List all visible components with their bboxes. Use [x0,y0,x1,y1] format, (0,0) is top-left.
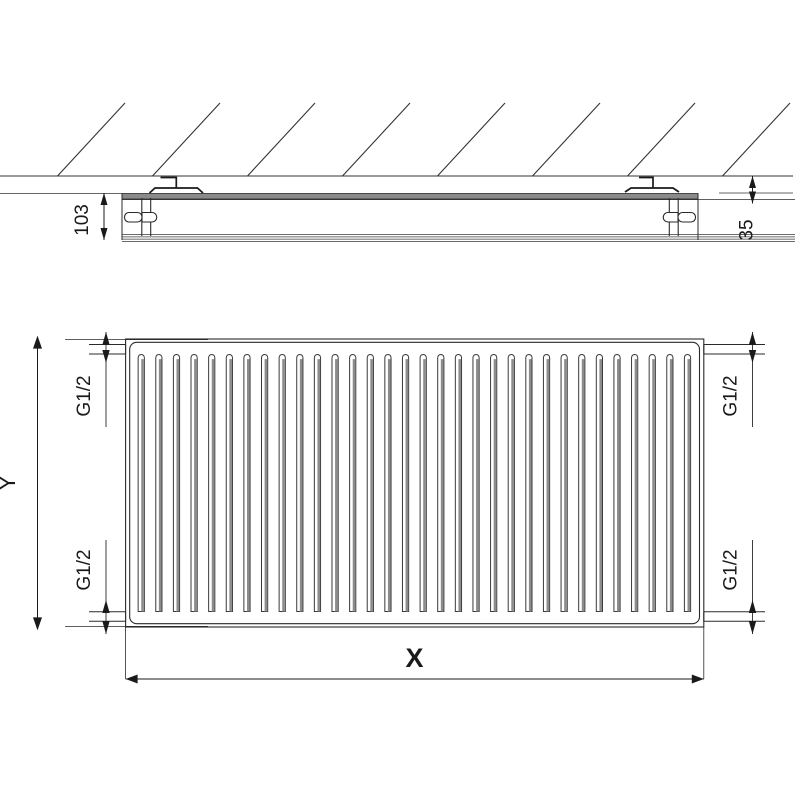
svg-text:103: 103 [72,204,93,236]
svg-text:G1/2: G1/2 [721,375,742,416]
svg-text:G1/2: G1/2 [74,549,95,590]
svg-text:G1/2: G1/2 [721,549,742,590]
svg-text:35: 35 [737,219,758,240]
svg-text:Y: Y [0,475,20,490]
svg-text:G1/2: G1/2 [74,375,95,416]
svg-text:X: X [405,643,423,673]
